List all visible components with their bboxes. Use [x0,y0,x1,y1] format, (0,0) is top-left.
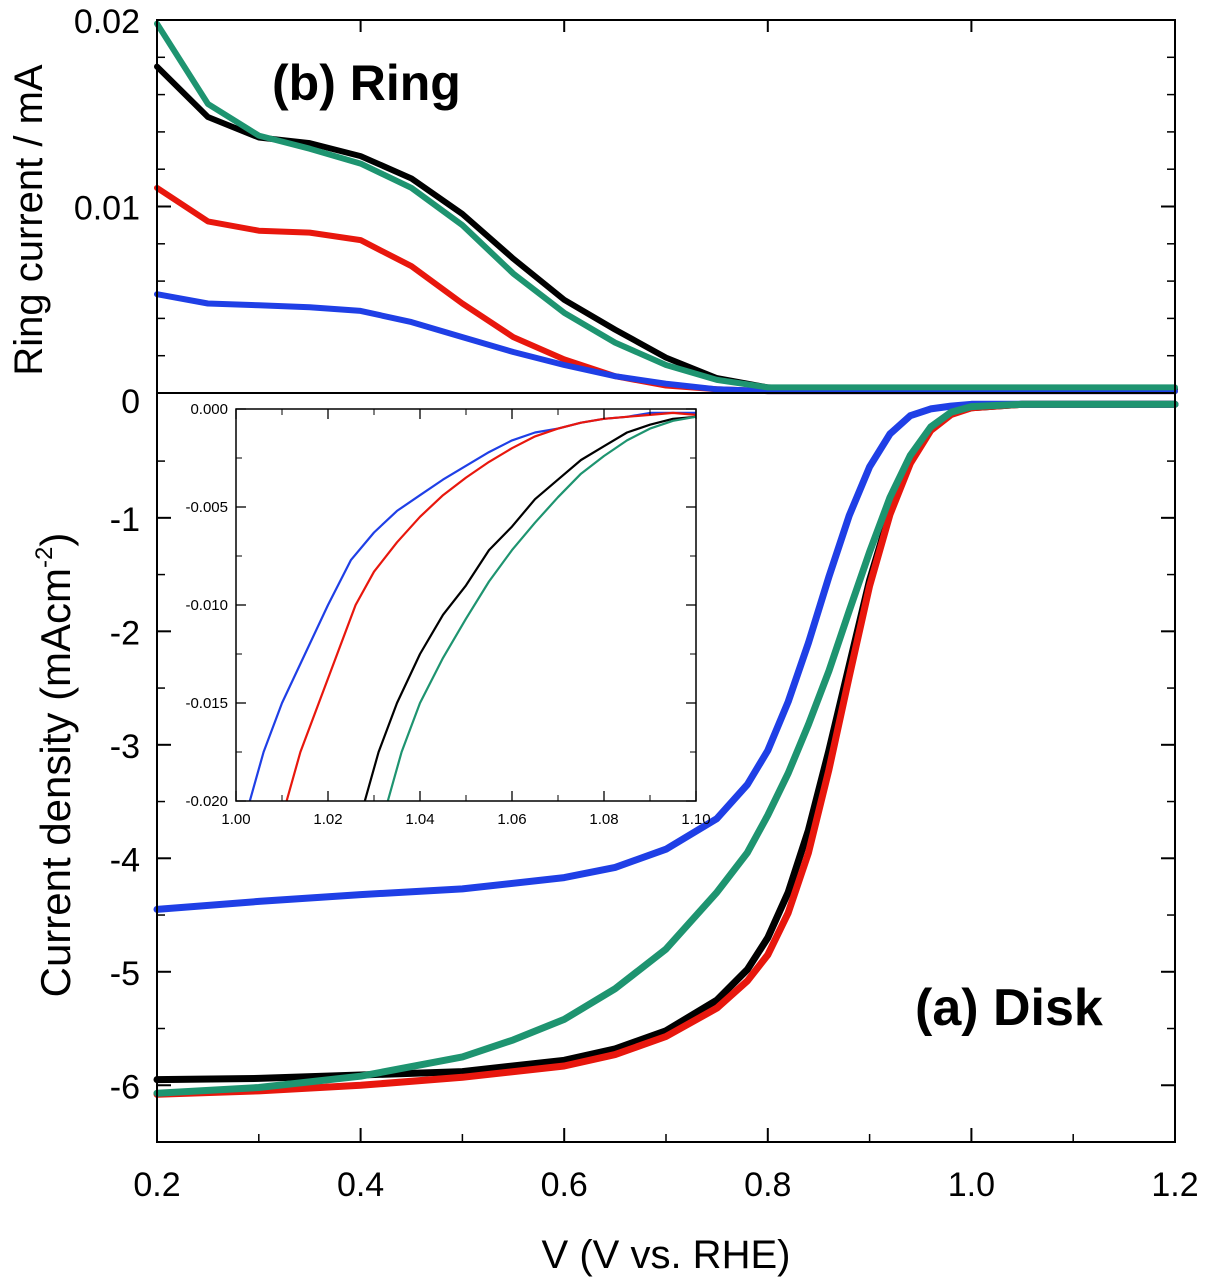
x-axis-label: V (V vs. RHE) [542,1233,791,1277]
disk-ytick-label: -6 [110,1068,140,1106]
axis-ticks [156,19,1176,1142]
ring-ytick-label: 0.01 [74,190,140,228]
inset-ytick-label: -0.005 [185,499,228,516]
inset-xtick-label: 1.06 [497,811,526,828]
inset-ytick-label: 0.000 [190,401,228,418]
disk-y-axis-label-superscript: -2 [31,547,58,568]
disk-ytick-label: -4 [110,841,140,879]
ring-y-axis-label: Ring current / mA [7,64,51,376]
disk-annotation: (a) Disk [915,979,1103,1037]
ring-series-line-4 [154,20,1178,391]
disk-ytick-labels: -1 -2 -3 -4 -5 -6 [110,501,140,1106]
disk-ytick-label: -5 [110,955,140,993]
inset-xtick-label: 1.00 [221,811,250,828]
disk-xtick-labels: 0.2 0.4 0.6 0.8 1.0 1.2 [133,1166,1198,1204]
disk-ytick-label: -1 [110,501,140,539]
disk-xtick-label: 0.2 [133,1166,180,1204]
ring-annotation: (b) Ring [272,55,461,111]
disk-y-axis-label: Current density (mAcm-2) [31,533,79,998]
inset-ytick-label: -0.020 [185,793,228,810]
disk-curves [153,400,1179,1098]
disk-xtick-label: 1.0 [948,1166,995,1204]
disk-xtick-label: 0.4 [337,1166,384,1204]
inset-series-line-2 [285,411,696,801]
ring-series-line-3 [154,291,1178,395]
disk-xtick-label: 1.2 [1151,1166,1198,1204]
disk-xtick-label: 0.8 [744,1166,791,1204]
disk-series-line-3 [153,400,1179,913]
ring-ytick-label: 0.02 [74,3,140,41]
disk-y-axis-label-end: ) [32,533,79,547]
inset-curves [248,411,696,801]
inset-ytick-labels: 0.000 -0.005 -0.010 -0.015 -0.020 [185,401,228,810]
inset-series-line-3 [363,415,696,801]
disk-ytick-label: -2 [110,614,140,652]
inset-ytick-label: -0.010 [185,597,228,614]
inset-xtick-label: 1.10 [681,811,710,828]
ring-ytick-label: 0 [121,383,140,421]
inset-xtick-label: 1.04 [405,811,434,828]
inset-xtick-labels: 1.00 1.02 1.04 1.06 1.08 1.10 [221,811,710,828]
disk-y-axis-label-main: Current density (mAcm [32,568,79,997]
ring-ytick-labels: 0 0.01 0.02 [74,3,140,421]
inset-ytick-label: -0.015 [185,695,228,712]
inset-background [236,409,696,801]
inset-xtick-label: 1.02 [313,811,342,828]
disk-ytick-label: -3 [110,728,140,766]
disk-series-line-4 [153,400,1179,1097]
inset-xtick-label: 1.08 [589,811,618,828]
inset-series-line-4 [386,415,696,801]
ring-curves [154,20,1178,395]
disk-xtick-label: 0.6 [541,1166,588,1204]
